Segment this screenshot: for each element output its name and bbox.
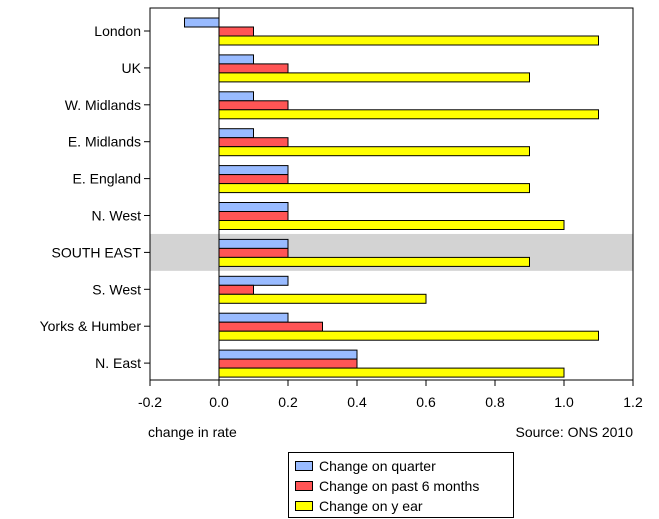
x-tick-label: 1.2 [623, 394, 643, 410]
legend-label-6-months: Change on past 6 months [319, 478, 480, 494]
legend-item-quarter: Change on quarter [295, 456, 513, 476]
bar-yorks-humber-s0 [218, 312, 289, 323]
x-tick-label: 0.6 [416, 394, 436, 410]
legend-label-quarter: Change on quarter [319, 458, 436, 474]
bar-n-east-s0 [218, 349, 358, 360]
bar-s-west-s0 [218, 275, 289, 286]
bar-uk-s1 [218, 63, 289, 74]
legend-item-6-months: Change on past 6 months [295, 476, 513, 496]
bar-london-s2 [218, 35, 599, 46]
bar-w-midlands-s2 [218, 109, 599, 120]
source-note: Source: ONS 2010 [515, 424, 633, 440]
category-label: Yorks & Humber [40, 318, 142, 334]
legend-label-year: Change on y ear [319, 498, 423, 514]
bar-w-midlands-s0 [218, 91, 254, 102]
bar-uk-s2 [218, 72, 530, 83]
legend-item-year: Change on y ear [295, 496, 513, 516]
legend-swatch-quarter [295, 461, 313, 471]
legend: Change on quarter Change on past 6 month… [288, 452, 514, 518]
bar-e-midlands-s2 [218, 146, 530, 157]
category-label: N. East [95, 355, 141, 371]
bar-e-midlands-s1 [218, 137, 289, 148]
category-label: SOUTH EAST [52, 244, 142, 260]
bar-london-s1 [218, 26, 254, 37]
x-tick-label: -0.2 [138, 394, 162, 410]
category-label: E. Midlands [68, 134, 141, 150]
category-label: UK [122, 60, 142, 76]
bar-south-east-s1 [218, 247, 289, 258]
bar-e-england-s2 [218, 183, 530, 194]
bar-n-east-s2 [218, 367, 565, 378]
bar-south-east-s0 [218, 238, 289, 249]
x-axis-label: change in rate [148, 424, 237, 440]
bar-n-west-s0 [218, 202, 289, 212]
x-tick-label: 0.8 [485, 394, 505, 410]
bar-n-west-s1 [218, 211, 289, 221]
legend-swatch-year [295, 501, 313, 511]
x-tick-label: 1.0 [554, 394, 574, 410]
bar-e-midlands-s0 [218, 128, 254, 139]
category-label: W. Midlands [65, 97, 141, 113]
category-label: London [94, 23, 141, 39]
bar-e-england-s1 [218, 174, 289, 185]
plot-frame [149, 7, 634, 381]
bar-yorks-humber-s1 [218, 321, 323, 332]
legend-swatch-6-months [295, 481, 313, 491]
bar-w-midlands-s1 [218, 100, 289, 111]
x-tick-label: 0.4 [347, 394, 367, 410]
bar-uk-s0 [218, 54, 254, 65]
category-label: S. West [92, 281, 141, 297]
bar-south-east-s2 [218, 256, 530, 267]
bar-n-east-s1 [218, 358, 358, 369]
bar-n-west-s2 [218, 220, 565, 230]
bar-s-west-s1 [218, 284, 254, 295]
bar-yorks-humber-s2 [218, 330, 599, 341]
x-tick-label: 0.0 [209, 394, 229, 410]
category-label: E. England [73, 171, 142, 187]
bar-s-west-s2 [218, 293, 427, 304]
category-label: N. West [91, 208, 141, 224]
x-tick-label: 0.2 [278, 394, 298, 410]
bar-london-s0 [184, 17, 220, 28]
bar-e-england-s0 [218, 165, 289, 176]
